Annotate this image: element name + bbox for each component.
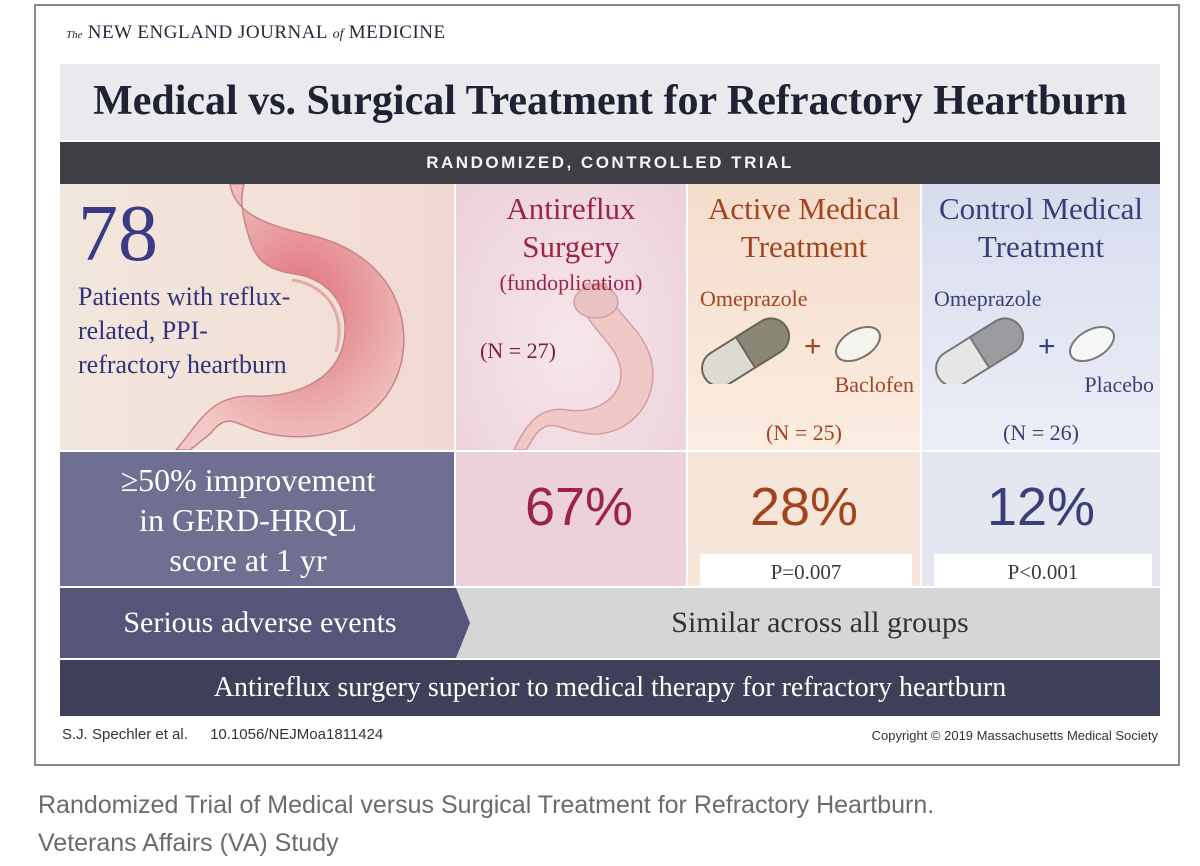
active-drug1: Omeprazole — [700, 286, 808, 311]
active-n: (N = 25) — [766, 420, 842, 445]
citation-doi[interactable]: 10.1056/NEJMoa1811424 — [210, 726, 384, 743]
outcome-label-line3: score at 1 yr — [169, 542, 327, 578]
patients-cell: 78 Patients with reflux-related, PPI-ref… — [60, 184, 454, 450]
surgery-subtitle: (fundoplication) — [499, 270, 643, 295]
active-improvement: 28% — [749, 477, 859, 537]
control-drug1: Omeprazole — [934, 286, 1042, 311]
control-title-line2: Treatment — [977, 229, 1105, 264]
active-p-value: P=0.007 — [700, 554, 912, 586]
journal-masthead: The NEW ENGLAND JOURNAL of MEDICINE — [66, 22, 446, 44]
active-title-line2: Treatment — [740, 229, 868, 264]
surgery-arm-title: Antireflux Surgery — [456, 190, 686, 266]
infographic-frame: The NEW ENGLAND JOURNAL of MEDICINE Medi… — [34, 4, 1180, 766]
surgery-n: (N = 27) — [480, 338, 556, 363]
outcome-arrow-shape — [60, 452, 470, 586]
conclusion-bar: Antireflux surgery superior to medical t… — [60, 660, 1160, 716]
citation: S.J. Spechler et al. 10.1056/NEJMoa18114… — [62, 726, 383, 743]
copyright: Copyright © 2019 Massachusetts Medical S… — [871, 728, 1158, 743]
adverse-arrow-shape — [60, 588, 470, 658]
capsule-and-tablet-icon: + — [935, 317, 1115, 384]
journal-name-b: MEDICINE — [348, 22, 446, 43]
active-arm-cell: Active Medical Treatment Omeprazole + Ba… — [686, 184, 920, 450]
caption-line2: Veterans Affairs (VA) Study — [38, 829, 339, 857]
control-p-value: P<0.001 — [934, 554, 1152, 586]
control-result-cell: 12% P<0.001 — [920, 452, 1160, 586]
control-n: (N = 26) — [1003, 420, 1079, 445]
outcome-label-line1: ≥50% improvement — [120, 462, 376, 498]
control-improvement: 12% — [986, 477, 1096, 537]
surgery-title-line2: Surgery — [522, 229, 620, 264]
design-bar: RANDOMIZED, CONTROLLED TRIAL — [60, 142, 1160, 184]
surgery-improvement: 67% — [524, 477, 634, 537]
outcome-label-cell: ≥50% improvement in GERD-HRQL score at 1… — [60, 452, 470, 586]
patient-count: 78 — [78, 190, 158, 278]
outcome-label-line2: in GERD-HRQL — [139, 502, 357, 538]
active-result-cell: 28% P=0.007 — [686, 452, 920, 586]
fundoplication-illustration — [513, 283, 654, 450]
journal-name-a: NEW ENGLAND JOURNAL — [87, 22, 328, 43]
patient-description: Patients with reflux-related, PPI-refrac… — [78, 282, 291, 379]
active-title-line1: Active Medical — [708, 191, 900, 226]
infographic-title: Medical vs. Surgical Treatment for Refra… — [93, 78, 1127, 124]
active-arm-title: Active Medical Treatment — [688, 190, 920, 266]
surgery-result-cell: 67% — [454, 452, 686, 586]
control-plus-sign: + — [1038, 330, 1056, 363]
adverse-events-value: Similar across all groups — [671, 606, 969, 639]
title-box: Medical vs. Surgical Treatment for Refra… — [60, 64, 1160, 140]
stomach-illustration — [175, 184, 405, 450]
caption-line1: Randomized Trial of Medical versus Surgi… — [38, 791, 935, 819]
active-drug2: Baclofen — [834, 372, 914, 397]
journal-of: of — [332, 27, 344, 42]
control-arm-title: Control Medical Treatment — [922, 190, 1160, 266]
journal-prefix: The — [66, 29, 83, 41]
active-plus-sign: + — [804, 330, 822, 363]
control-drug2: Placebo — [1084, 372, 1154, 397]
adverse-events-label: Serious adverse events — [123, 606, 397, 639]
control-title-line1: Control Medical — [938, 191, 1144, 226]
control-arm-cell: Control Medical Treatment Omeprazole + P… — [920, 184, 1160, 450]
surgery-arm-cell: Antireflux Surgery (fundoplication) (N =… — [454, 184, 686, 450]
citation-authors: S.J. Spechler et al. — [62, 726, 188, 743]
capsule-and-tablet-icon: + — [701, 317, 881, 384]
surgery-title-line1: Antireflux — [506, 191, 636, 226]
adverse-events-row: Serious adverse events Similar across al… — [60, 588, 1160, 658]
figure-caption: Randomized Trial of Medical versus Surgi… — [38, 786, 934, 862]
outcome-label: ≥50% improvement in GERD-HRQL score at 1… — [60, 460, 436, 580]
